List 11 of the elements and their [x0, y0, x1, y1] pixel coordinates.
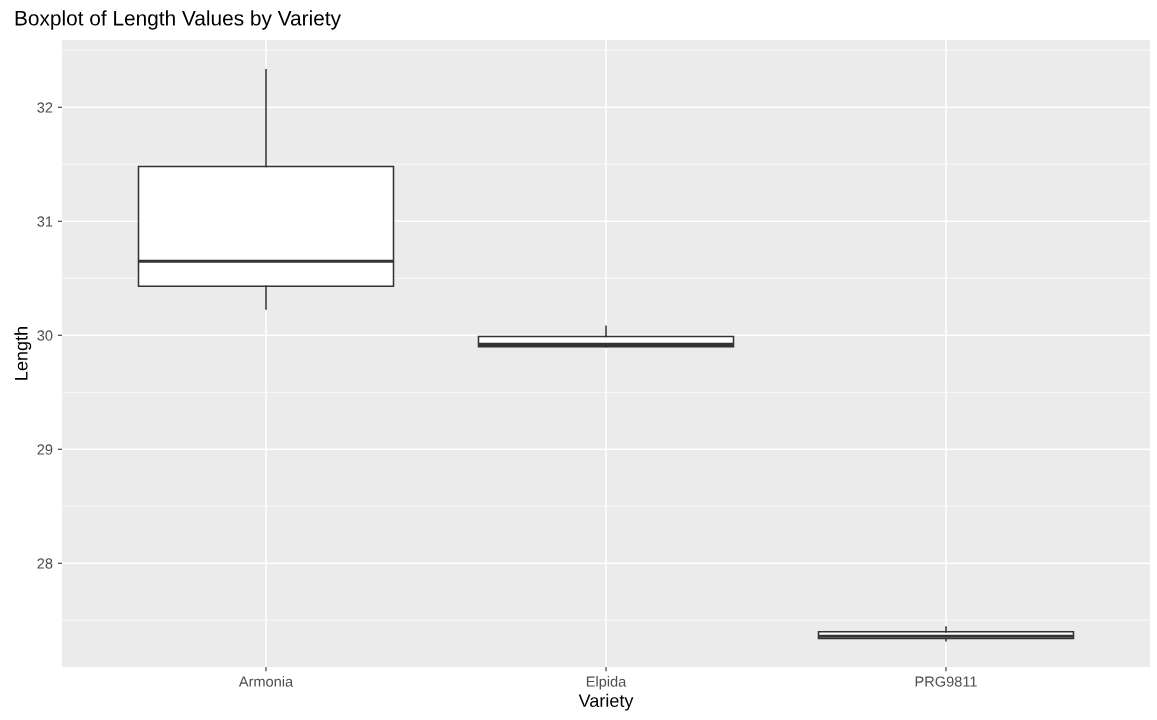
y-tick-label: 29	[37, 444, 53, 455]
chart-title: Boxplot of Length Values by Variety	[15, 10, 341, 30]
y-tick-label: 30	[37, 330, 53, 341]
y-tick-label: 28	[37, 558, 53, 569]
x-tick-label: PRG9811	[915, 676, 977, 687]
x-axis-title: Variety	[578, 693, 634, 711]
x-tick-label: Elpida	[586, 676, 627, 690]
y-tick-label: 31	[37, 216, 53, 227]
x-tick-label: Armonia	[238, 676, 294, 687]
y-axis-title: Length	[14, 327, 32, 380]
y-tick-label: 32	[37, 102, 53, 113]
